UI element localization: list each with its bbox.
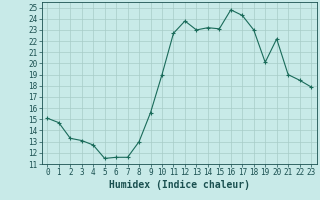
- X-axis label: Humidex (Indice chaleur): Humidex (Indice chaleur): [109, 180, 250, 190]
